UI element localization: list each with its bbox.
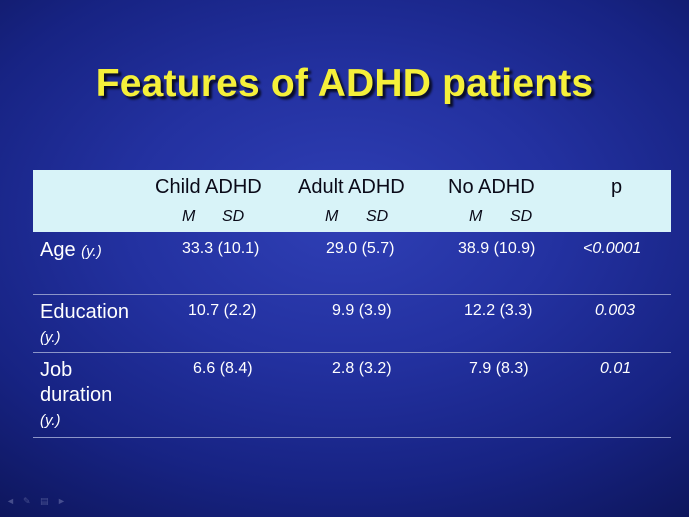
pen-icon[interactable]: ✎ (23, 496, 31, 506)
subheader-child-sd: SD (222, 208, 245, 225)
cell-age-no: 38.9 (10.9) (458, 240, 536, 257)
subheader-no-m: M (469, 208, 483, 225)
row-label-job-duration-unit: (y.) (40, 412, 61, 429)
slideshow-nav: ◄ ✎ ▤ ► (6, 497, 68, 506)
table-header-band (33, 170, 671, 232)
row-label-age: Age (y.) (40, 238, 102, 264)
row-label-job-text: Job (40, 359, 73, 381)
cell-job-adult: 2.8 (3.2) (332, 360, 392, 377)
cell-education-child: 10.7 (2.2) (188, 302, 257, 319)
cell-education-p: 0.003 (595, 302, 636, 319)
row-label-job-duration: Job duration (y.) (40, 358, 112, 433)
cell-age-child: 33.3 (10.1) (182, 240, 260, 257)
cell-age-adult: 29.0 (5.7) (326, 240, 395, 257)
prev-arrow-icon[interactable]: ◄ (6, 496, 15, 506)
row-label-education-unit: (y.) (40, 329, 61, 346)
next-arrow-icon[interactable]: ► (57, 496, 66, 506)
table-bottom-rule (33, 437, 671, 438)
col-header-no-adhd: No ADHD (448, 176, 535, 198)
col-header-child-adhd: Child ADHD (155, 176, 262, 198)
cell-job-p: 0.01 (600, 360, 632, 377)
row-divider (33, 352, 671, 353)
subheader-child-m: M (182, 208, 196, 225)
col-header-adult-adhd: Adult ADHD (298, 176, 405, 198)
cell-job-child: 6.6 (8.4) (193, 360, 253, 377)
row-label-duration-text: duration (40, 384, 113, 406)
cell-education-no: 12.2 (3.3) (464, 302, 533, 319)
slide-menu-icon[interactable]: ▤ (40, 496, 49, 506)
row-label-education-text: Education (40, 301, 129, 323)
cell-education-adult: 9.9 (3.9) (332, 302, 392, 319)
col-header-p: p (611, 176, 623, 198)
subheader-adult-sd: SD (366, 208, 389, 225)
subheader-no-sd: SD (510, 208, 533, 225)
row-divider (33, 294, 671, 295)
subheader-adult-m: M (325, 208, 339, 225)
row-label-age-unit: (y.) (81, 243, 102, 260)
cell-age-p: <0.0001 (583, 240, 642, 257)
row-label-education: Education (y.) (40, 300, 129, 350)
slide-title: Features of ADHD patients (95, 62, 594, 105)
cell-job-no: 7.9 (8.3) (469, 360, 529, 377)
row-label-age-text: Age (40, 239, 76, 261)
